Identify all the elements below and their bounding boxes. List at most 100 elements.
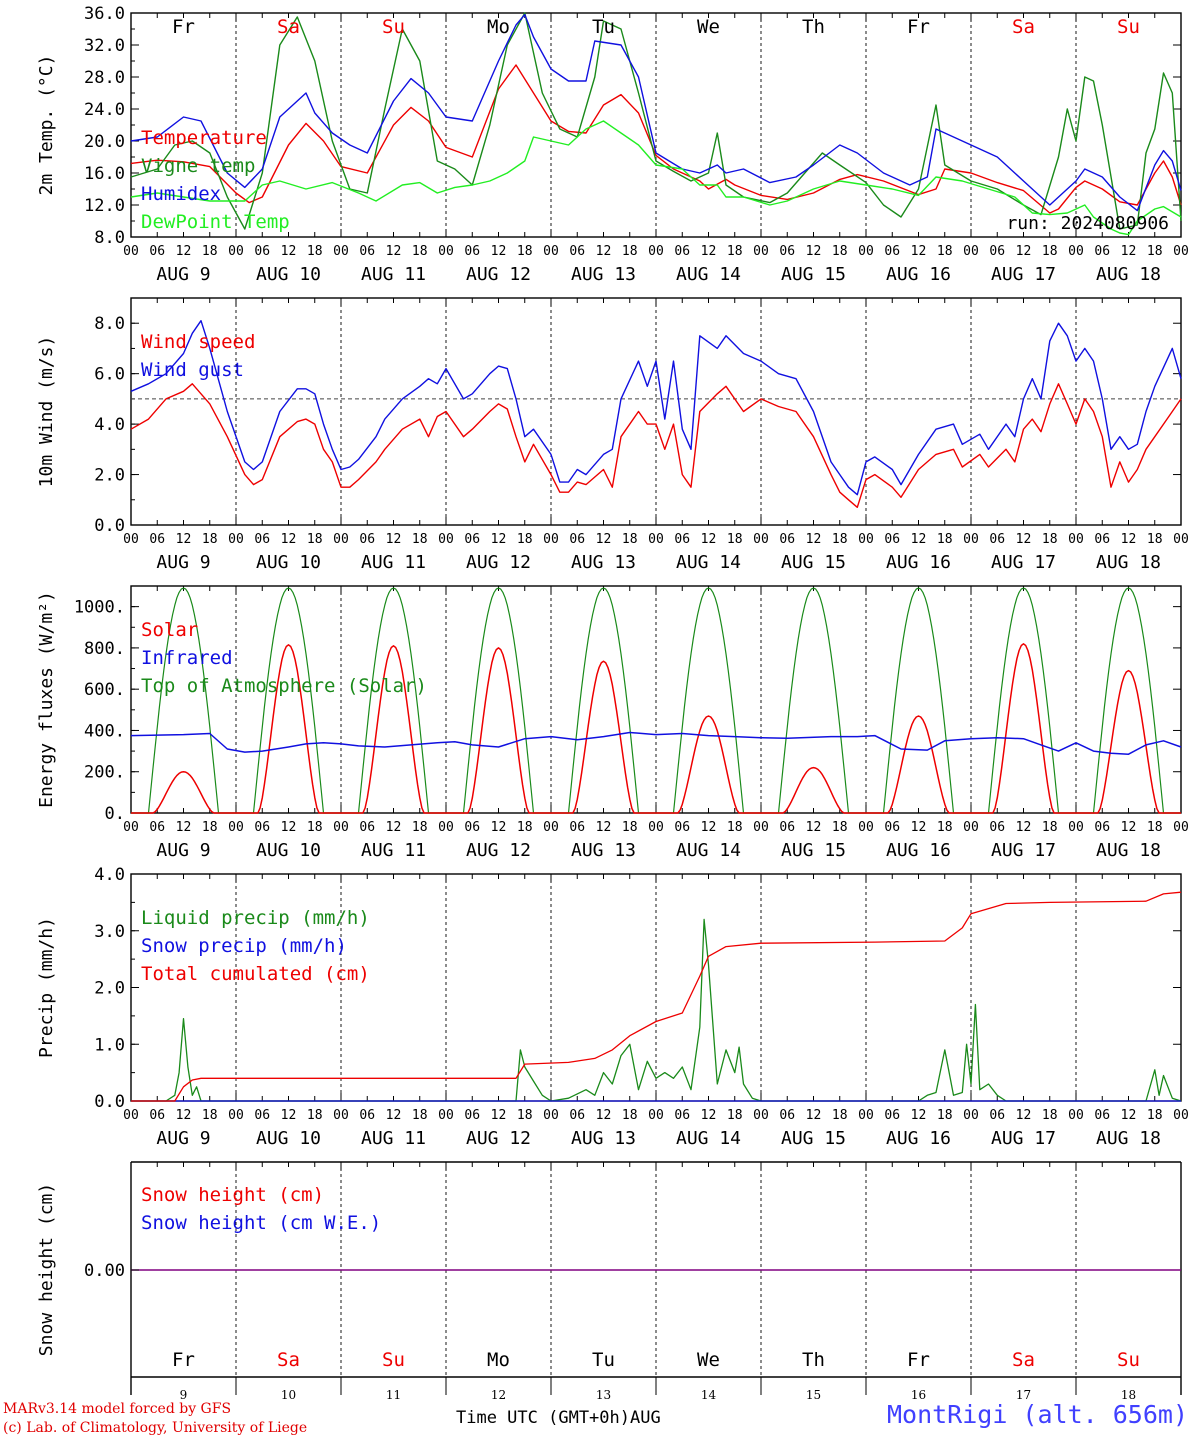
day-label: Su [1117,1349,1140,1371]
y-tick-label: 200. [84,763,125,783]
y-tick-label: 20.0 [84,132,125,152]
panel-5-frame [130,1161,1182,1395]
hour-tick-label: 06 [884,244,900,259]
y-tick-label: 12.0 [84,196,125,216]
day-label: Fr [172,1349,195,1371]
date-label: AUG 15 [781,840,846,861]
hour-tick-label: 18 [1042,532,1058,547]
hour-tick-label: 06 [884,1108,900,1123]
day-label: We [697,16,720,38]
hour-tick-label: 18 [937,1108,953,1123]
hour-tick-label: 18 [937,244,953,259]
day-label: Sa [277,1349,300,1371]
hour-tick-label: 00 [963,244,979,259]
hour-tick-label: 00 [648,820,664,835]
hour-tick-label: 00 [438,532,454,547]
y-tick-label: 36.0 [84,4,125,24]
hour-tick-label: 00 [228,1108,244,1123]
hour-tick-label: 00 [333,820,349,835]
series-line-wind-speed [130,383,1182,508]
date-label: AUG 11 [361,264,426,285]
day-label: Fr [172,16,195,38]
y-tick-label: 6.0 [94,365,125,385]
day-label: Sa [277,16,300,38]
hour-tick-label: 06 [464,532,480,547]
day-label: Sa [1012,16,1035,38]
hour-tick-label: 18 [727,820,743,835]
date-label: AUG 13 [571,840,636,861]
hour-tick-label: 18 [1147,820,1163,835]
hour-tick-label: 18 [202,532,218,547]
y-tick-label: 32.0 [84,36,125,56]
y-tick-label: 4.0 [94,865,125,885]
hour-tick-label: 06 [359,532,375,547]
date-label: AUG 13 [571,1128,636,1149]
y-tick-label: 0.0 [94,1092,125,1112]
hour-tick-label: 12 [701,820,717,835]
series-line-solar [131,643,1181,814]
hour-tick-label: 18 [622,244,638,259]
day-label: Th [802,16,825,38]
hour-tick-label: 18 [622,1108,638,1123]
panel-1-frame [130,12,1182,238]
hour-tick-label: 18 [832,820,848,835]
day-label: Mo [487,1349,510,1371]
hour-tick-label: 12 [386,1108,402,1123]
legend-snow-height-cm-: Snow height (cm) [141,1184,324,1206]
hour-tick-label: 18 [412,244,428,259]
day-label: Su [382,1349,405,1371]
y-tick-label: 1.0 [94,1035,125,1055]
hour-tick-label: 12 [1016,244,1032,259]
day-label: Fr [907,1349,930,1371]
date-label: AUG 9 [156,552,210,573]
y-tick-label: 1000. [74,598,125,618]
hour-tick-label: 00 [1068,244,1084,259]
date-label: AUG 13 [571,264,636,285]
hour-tick-label: 12 [281,532,297,547]
hour-tick-label: 06 [1094,244,1110,259]
y-tick-label: 2.0 [94,979,125,999]
date-label: AUG 9 [156,1128,210,1149]
hour-tick-label: 00 [1068,820,1084,835]
bottom-day-number: 11 [386,1388,401,1402]
date-label: AUG 14 [676,552,741,573]
date-label: AUG 16 [886,1128,951,1149]
bottom-day-number: 12 [491,1388,506,1402]
hour-tick-label: 12 [701,1108,717,1123]
date-label: AUG 15 [781,552,846,573]
y-tick-label: 8.0 [94,228,125,248]
hour-tick-label: 00 [333,1108,349,1123]
hour-tick-label: 06 [884,532,900,547]
hour-tick-label: 18 [1147,244,1163,259]
date-label: AUG 18 [1096,264,1161,285]
date-label: AUG 9 [156,840,210,861]
date-label: AUG 11 [361,840,426,861]
hour-tick-label: 00 [753,244,769,259]
hour-tick-label: 06 [674,1108,690,1123]
hour-tick-label: 12 [1121,532,1137,547]
hour-tick-label: 12 [281,820,297,835]
hour-tick-label: 06 [884,820,900,835]
bottom-day-number: 14 [701,1388,717,1402]
y-tick-label: 8.0 [94,314,125,334]
series-line-temperature [130,64,1182,214]
day-label: Su [382,16,405,38]
hour-tick-label: 06 [569,820,585,835]
date-label: AUG 12 [466,840,531,861]
hour-tick-label: 18 [937,532,953,547]
hour-tick-label: 06 [149,820,165,835]
bottom-day-number: 16 [911,1388,926,1402]
day-label: Sa [1012,1349,1035,1371]
hour-tick-label: 00 [1068,532,1084,547]
hour-tick-label: 12 [386,820,402,835]
date-label: AUG 9 [156,264,210,285]
hour-tick-label: 06 [464,244,480,259]
date-label: AUG 18 [1096,1128,1161,1149]
hour-tick-label: 12 [701,532,717,547]
y-tick-label: 16.0 [84,164,125,184]
hour-tick-label: 18 [727,244,743,259]
date-label: AUG 10 [256,840,321,861]
date-label: AUG 15 [781,1128,846,1149]
y-tick-label: 800. [84,639,125,659]
hour-tick-label: 12 [596,532,612,547]
